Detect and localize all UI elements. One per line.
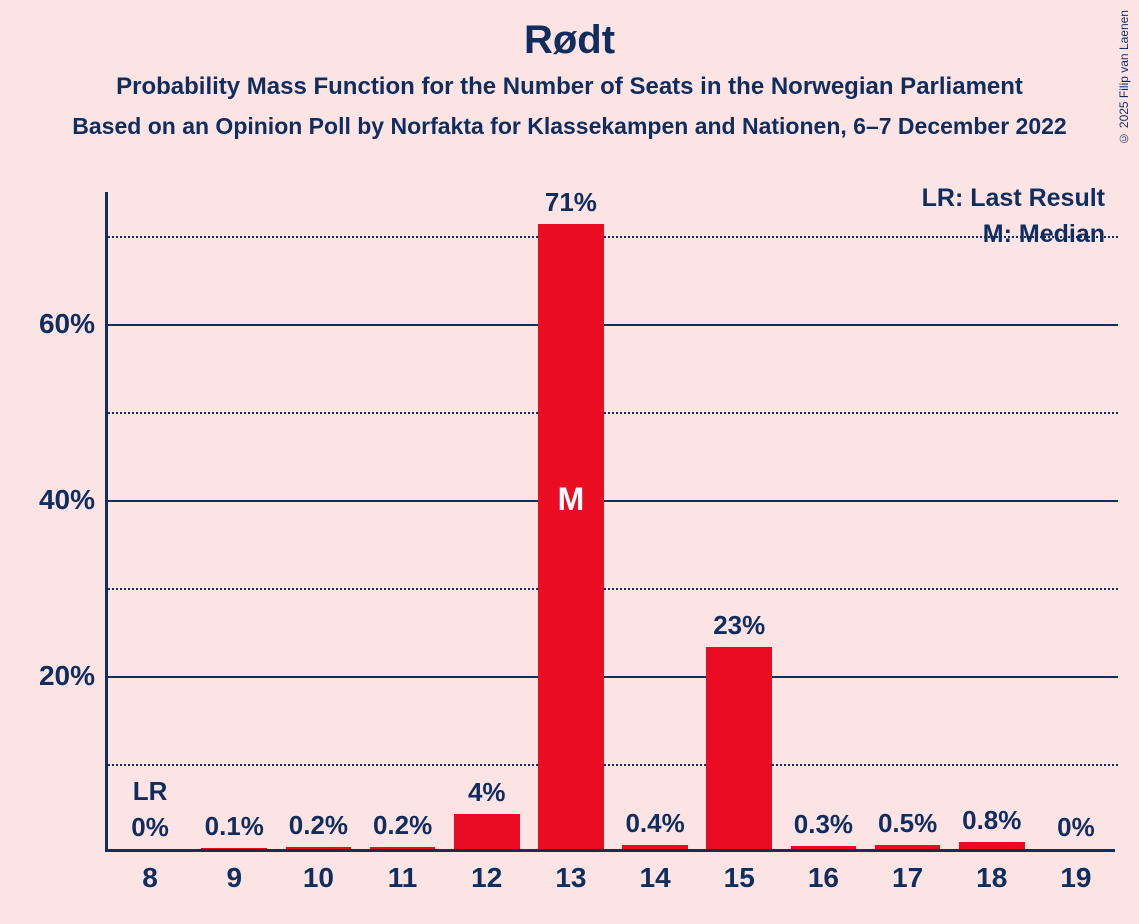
y-tick-label: 40% (5, 484, 95, 516)
bar (791, 846, 857, 849)
x-tick-label: 14 (640, 862, 671, 894)
bar-value-label: 0.2% (373, 810, 432, 841)
bar (286, 847, 352, 849)
x-tick-label: 11 (388, 862, 418, 894)
y-tick-label: 60% (5, 308, 95, 340)
chart-subsubtitle: Based on an Opinion Poll by Norfakta for… (0, 113, 1139, 140)
bar-value-label: 0% (131, 812, 169, 843)
bar (959, 842, 1025, 849)
x-tick-label: 13 (555, 862, 586, 894)
x-tick-label: 10 (303, 862, 334, 894)
bar-value-label: 0.4% (625, 808, 684, 839)
copyright-text: © 2025 Filip van Laenen (1117, 10, 1131, 145)
bar (370, 847, 436, 849)
x-tick-label: 12 (471, 862, 502, 894)
bar-value-label: 0.5% (878, 808, 937, 839)
bar (706, 647, 772, 849)
last-result-marker: LR (133, 776, 168, 807)
plot-area: 20%40%60%0%80.1%90.2%100.2%114%1271%130.… (105, 192, 1115, 852)
x-tick-label: 8 (142, 862, 158, 894)
grid-major (108, 324, 1118, 326)
chart-subtitle: Probability Mass Function for the Number… (0, 73, 1139, 101)
legend-median: M: Median (983, 220, 1105, 249)
x-tick-label: 19 (1060, 862, 1091, 894)
x-tick-label: 18 (976, 862, 1007, 894)
median-marker: M (558, 481, 585, 518)
grid-major (108, 676, 1118, 678)
grid-minor (108, 764, 1118, 766)
grid-major (108, 500, 1118, 502)
plot-wrapper: 20%40%60%0%80.1%90.2%100.2%114%1271%130.… (105, 192, 1115, 852)
x-tick-label: 17 (892, 862, 923, 894)
x-tick-label: 9 (226, 862, 242, 894)
bar (538, 224, 604, 849)
x-tick-label: 15 (724, 862, 755, 894)
x-tick-label: 16 (808, 862, 839, 894)
bar (622, 845, 688, 849)
bar-value-label: 0.1% (205, 811, 264, 842)
grid-minor (108, 236, 1118, 238)
bar-value-label: 0.2% (289, 810, 348, 841)
bar-value-label: 0.3% (794, 809, 853, 840)
chart-title: Rødt (0, 0, 1139, 63)
grid-minor (108, 588, 1118, 590)
bar-value-label: 23% (713, 610, 765, 641)
bar-value-label: 71% (545, 187, 597, 218)
y-tick-label: 20% (5, 660, 95, 692)
bar-value-label: 4% (468, 777, 506, 808)
bar (454, 814, 520, 849)
bar-value-label: 0% (1057, 812, 1095, 843)
bar (875, 845, 941, 849)
bar-value-label: 0.8% (962, 805, 1021, 836)
legend-last-result: LR: Last Result (922, 184, 1105, 213)
bar (201, 848, 267, 849)
grid-minor (108, 412, 1118, 414)
